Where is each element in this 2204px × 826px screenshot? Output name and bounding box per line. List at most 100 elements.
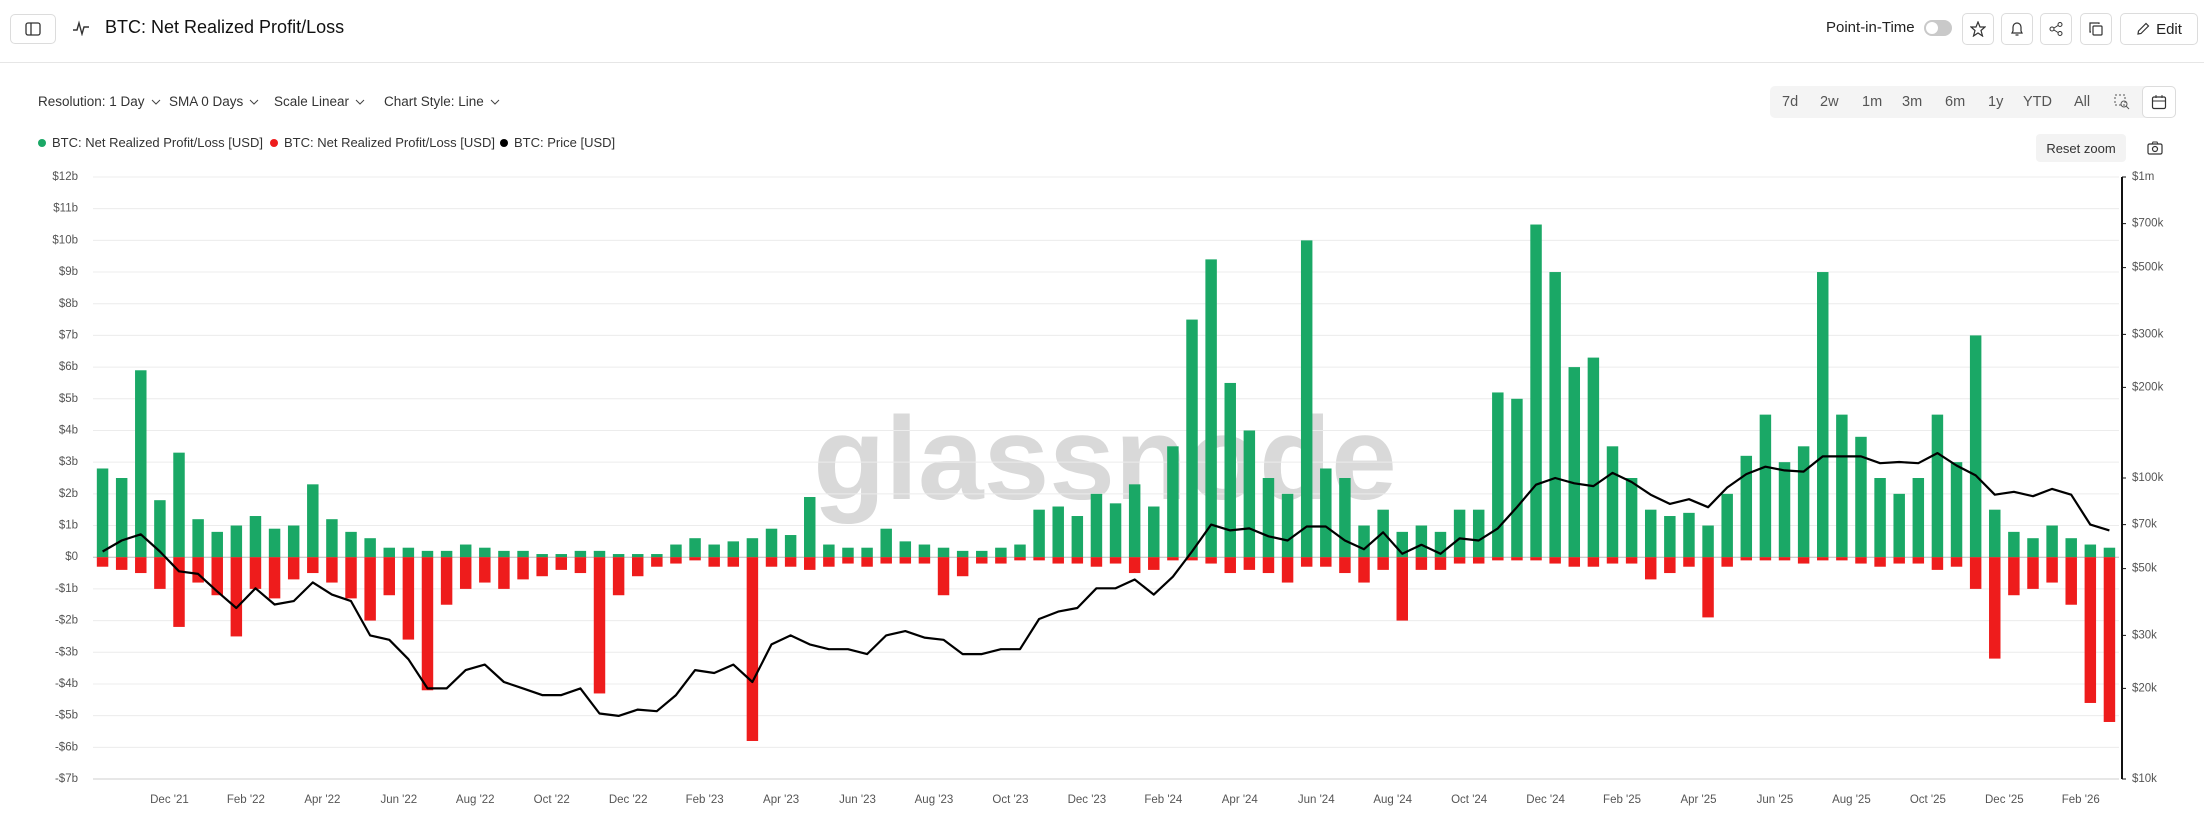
bar bbox=[211, 557, 223, 596]
bar bbox=[2065, 538, 2077, 558]
bar bbox=[498, 557, 510, 589]
bar bbox=[421, 550, 434, 558]
y2-tick-label: $20k bbox=[2132, 682, 2157, 694]
range-button[interactable]: All bbox=[2074, 94, 2091, 110]
bar bbox=[1033, 509, 1045, 558]
bar bbox=[135, 370, 147, 558]
chevron bbox=[490, 99, 500, 105]
bar bbox=[402, 547, 415, 558]
x-tick-label: Dec '24 bbox=[1526, 794, 1565, 806]
y-tick-label: -$6b bbox=[55, 741, 78, 753]
bar bbox=[326, 557, 338, 583]
bar bbox=[1014, 557, 1026, 561]
bar bbox=[2103, 547, 2116, 558]
bar bbox=[498, 550, 510, 558]
bar bbox=[440, 550, 453, 558]
range-button[interactable]: YTD bbox=[2023, 94, 2052, 110]
bar bbox=[1702, 557, 1714, 618]
bar bbox=[937, 557, 950, 596]
point-in-time-toggle[interactable] bbox=[1924, 20, 1952, 36]
share-button[interactable] bbox=[2040, 13, 2072, 45]
bar bbox=[268, 557, 281, 599]
dropdown-label: SMA 0 Days bbox=[169, 94, 244, 109]
copy-button[interactable] bbox=[2080, 13, 2112, 45]
bar bbox=[115, 557, 128, 570]
bar bbox=[479, 557, 491, 583]
bar bbox=[1186, 319, 1198, 558]
bar bbox=[1702, 525, 1714, 558]
x-tick-label: Dec '25 bbox=[1985, 794, 2024, 806]
x-tick-label: Apr '23 bbox=[763, 794, 799, 806]
chart-style-dropdown[interactable]: Chart Style: Line bbox=[384, 94, 500, 109]
range-button[interactable]: 2w bbox=[1820, 94, 1839, 110]
range-button[interactable]: 6m bbox=[1945, 94, 1966, 110]
x-tick-label: Feb '26 bbox=[2062, 794, 2100, 806]
bar bbox=[746, 538, 759, 558]
screenshot-button[interactable] bbox=[2140, 134, 2170, 162]
bar bbox=[1740, 455, 1753, 558]
bar bbox=[383, 557, 395, 596]
legend-item[interactable]: BTC: Price [USD] bbox=[500, 135, 615, 150]
legend-dot bbox=[270, 138, 278, 147]
legend-item[interactable]: BTC: Net Realized Profit/Loss [USD] bbox=[270, 135, 495, 150]
bar bbox=[1300, 240, 1313, 558]
bar bbox=[804, 557, 816, 570]
bar bbox=[1052, 557, 1064, 564]
bar bbox=[995, 557, 1007, 564]
bar bbox=[1874, 478, 1886, 558]
bar bbox=[1587, 357, 1600, 558]
y2-tick-label: $100k bbox=[2132, 472, 2164, 484]
x-tick-label: Apr '22 bbox=[304, 794, 340, 806]
bar bbox=[1205, 557, 1217, 564]
y-tick-label: $8b bbox=[59, 298, 78, 310]
y-tick-label: $5b bbox=[59, 393, 78, 405]
range-button[interactable]: 7d bbox=[1782, 94, 1799, 110]
x-tick-label: Aug '22 bbox=[456, 794, 495, 806]
bar bbox=[670, 544, 682, 558]
bar bbox=[1511, 557, 1523, 561]
sma-dropdown[interactable]: SMA 0 Days bbox=[169, 94, 259, 109]
bar bbox=[173, 452, 185, 558]
bar bbox=[708, 544, 720, 558]
bar bbox=[1052, 506, 1064, 558]
bar bbox=[784, 557, 797, 567]
range-button[interactable]: 3m bbox=[1902, 94, 1923, 110]
favorite-button[interactable] bbox=[1962, 13, 1994, 45]
calendar-button[interactable] bbox=[2142, 86, 2176, 118]
alert-button[interactable] bbox=[2001, 13, 2033, 45]
bar bbox=[784, 535, 797, 558]
zoom-select-icon[interactable] bbox=[2114, 94, 2130, 110]
bar bbox=[1339, 478, 1351, 558]
bar bbox=[517, 550, 529, 558]
scale-dropdown[interactable]: Scale Linear bbox=[274, 94, 365, 109]
range-button[interactable]: 1m bbox=[1862, 94, 1883, 110]
bar bbox=[2046, 525, 2058, 558]
range-button[interactable]: 1y bbox=[1988, 94, 2004, 110]
legend-item[interactable]: BTC: Net Realized Profit/Loss [USD] bbox=[38, 135, 263, 150]
bar bbox=[440, 557, 453, 605]
bar bbox=[1148, 557, 1160, 570]
x-tick-label: Apr '25 bbox=[1680, 794, 1716, 806]
bar bbox=[1492, 557, 1504, 561]
bar bbox=[1969, 335, 1982, 558]
bar bbox=[1396, 531, 1408, 558]
bar bbox=[1568, 557, 1581, 567]
bar bbox=[612, 557, 625, 596]
y-tick-label: $4b bbox=[59, 425, 78, 437]
edit-button[interactable]: Edit bbox=[2120, 13, 2198, 45]
reset-zoom-button[interactable]: Reset zoom bbox=[2036, 134, 2126, 162]
bar bbox=[1644, 509, 1657, 558]
bar bbox=[135, 557, 147, 574]
y-tick-label: $9b bbox=[59, 266, 78, 278]
bar bbox=[1186, 557, 1198, 561]
bar bbox=[287, 557, 300, 580]
resolution-dropdown[interactable]: Resolution: 1 Day bbox=[38, 94, 161, 109]
sidebar-toggle[interactable] bbox=[10, 14, 56, 44]
legend-label: BTC: Net Realized Profit/Loss [USD] bbox=[284, 135, 495, 150]
bar bbox=[1358, 525, 1370, 558]
bar bbox=[1148, 506, 1160, 558]
bar bbox=[211, 531, 223, 558]
bar bbox=[861, 557, 873, 567]
bar bbox=[651, 554, 663, 558]
x-tick-label: Feb '23 bbox=[686, 794, 724, 806]
